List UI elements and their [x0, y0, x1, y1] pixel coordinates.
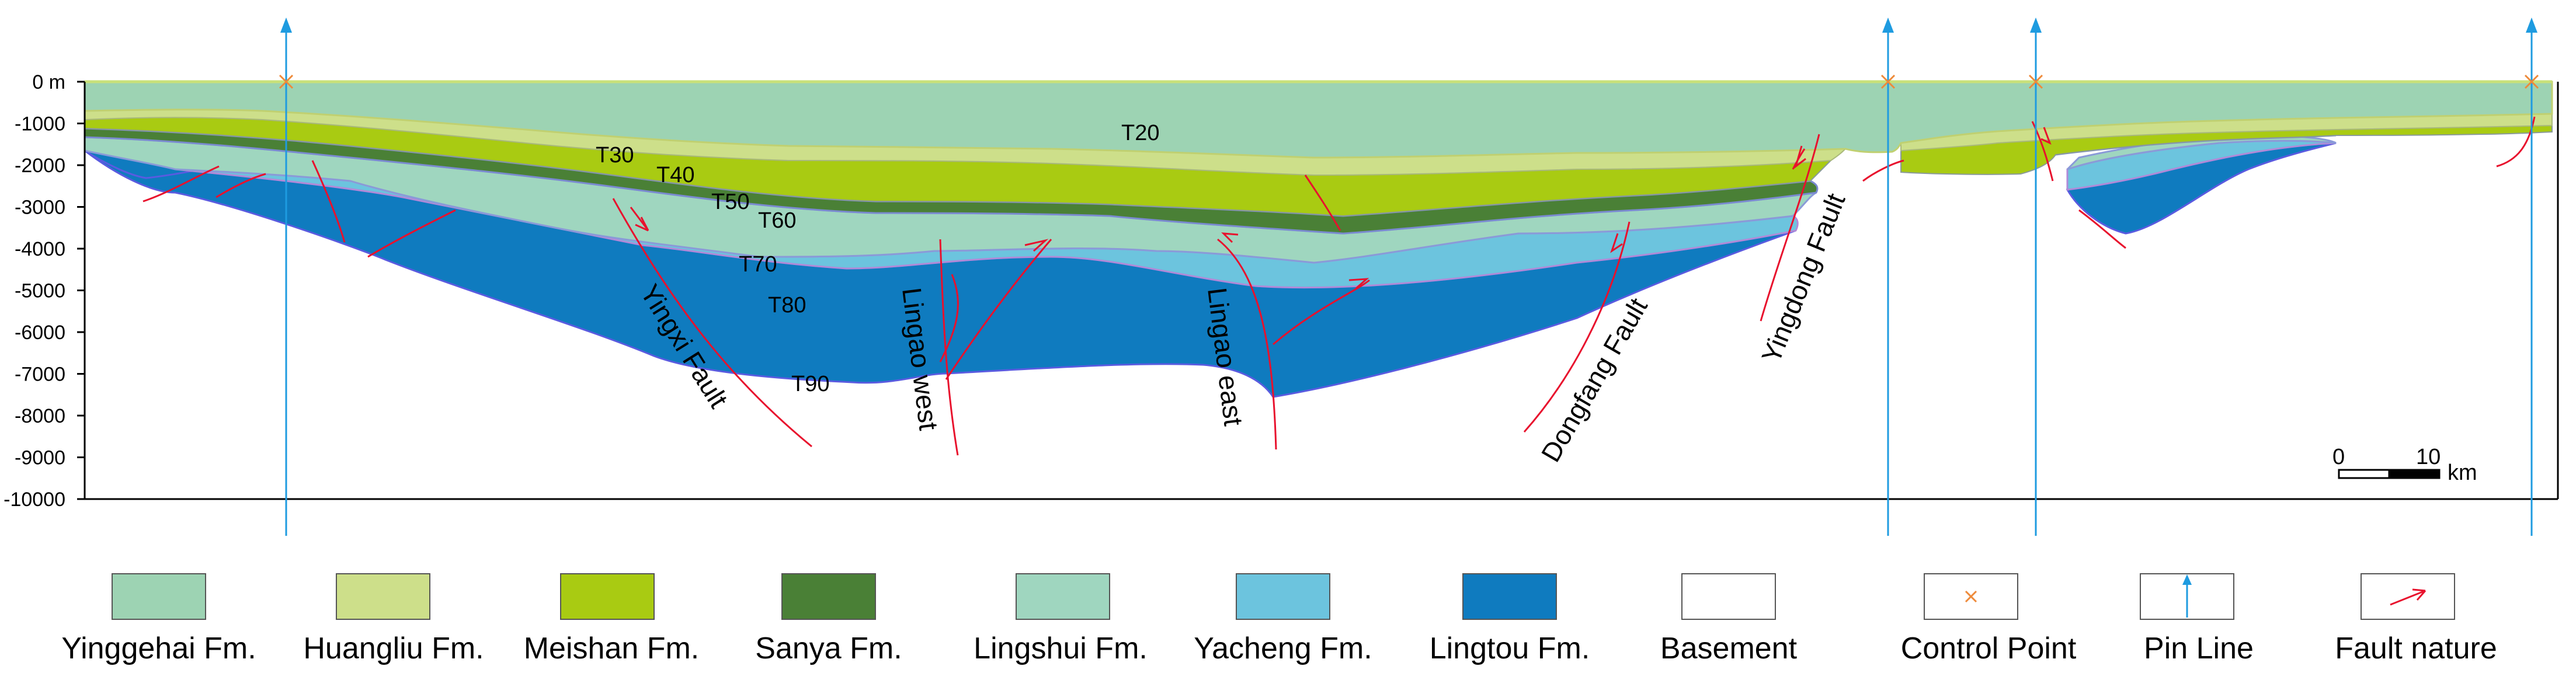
depth-label: -6000	[15, 322, 65, 344]
fault-arrows	[630, 127, 2052, 290]
legend-swatch	[2361, 573, 2455, 620]
horizon-labels: T20 T30 T40 T50 T60 T70 T80 T90	[596, 121, 1159, 396]
scale-bar: 0 10 km	[2332, 445, 2477, 485]
depth-label: -8000	[15, 405, 65, 427]
legend-label: Yacheng Fm.	[1194, 632, 1372, 665]
horizon-label-t60: T60	[758, 208, 796, 233]
pin-line	[279, 18, 294, 536]
lingao-east-splay	[1273, 279, 1370, 346]
yingxi-fault-line	[612, 198, 812, 448]
legend-label: Huangliu Fm.	[303, 632, 484, 665]
yinggehai-layer	[84, 81, 2553, 159]
legend-swatch	[560, 573, 655, 620]
depth-label: -10000	[4, 489, 65, 511]
legend-item: Sanya Fm.	[755, 573, 902, 665]
legend-label: Yinggehai Fm.	[61, 632, 256, 665]
small-fault-3	[311, 160, 346, 243]
legend-swatch	[1236, 573, 1330, 620]
legend-swatch	[112, 573, 206, 620]
depth-label: -1000	[15, 113, 65, 135]
control-point-marker	[1880, 74, 1896, 89]
depth-label: -3000	[15, 197, 65, 219]
depth-label: -4000	[15, 238, 65, 260]
axis-frame	[77, 81, 2559, 500]
legend-label: Fault nature	[2335, 632, 2497, 665]
scale-bar-unit: km	[2448, 461, 2477, 485]
legend-item: Control Point	[1901, 573, 2077, 665]
horizon-label-t30: T30	[596, 143, 634, 168]
horizon-label-t80: T80	[768, 293, 806, 318]
small-fault-7	[2078, 209, 2126, 249]
horizon-label-t90: T90	[791, 372, 829, 396]
legend-label: Pin Line	[2144, 632, 2254, 665]
legend-label: Basement	[1660, 632, 1798, 665]
small-fault-5	[1304, 175, 1341, 231]
horizon-label-t20: T20	[1121, 121, 1159, 145]
lingao-west-splay	[945, 239, 1052, 380]
small-fault-9	[1862, 159, 1904, 182]
horizon-label-t40: T40	[656, 163, 694, 187]
depth-axis-labels: 0 m -1000 -2000 -3000 -4000 -5000 -6000 -7000 -8…	[4, 71, 65, 511]
lingao-east-fault-line	[1217, 238, 1277, 450]
control-point-marker	[2028, 74, 2043, 89]
small-fault-1	[142, 165, 220, 203]
legend: Yinggehai Fm. Huangliu Fm. Meishan Fm. Sany…	[61, 573, 2497, 665]
legend-swatch	[1462, 573, 1557, 620]
legend-label: Lingtou Fm.	[1430, 632, 1590, 665]
legend-item: Pin Line	[2140, 573, 2254, 665]
depth-label: -9000	[15, 447, 65, 469]
pin-line	[2028, 18, 2043, 536]
legend-label: Meishan Fm.	[524, 632, 700, 665]
legend-item: Huangliu Fm.	[303, 573, 484, 665]
legend-swatch	[1924, 573, 2018, 620]
depth-label: -7000	[15, 364, 65, 386]
legend-label: Lingshui Fm.	[974, 632, 1148, 665]
stratigraphic-layers	[84, 80, 2553, 398]
lingao-west-upper	[939, 274, 959, 362]
depth-label: 0 m	[32, 71, 65, 93]
horizon-label-t70: T70	[739, 252, 777, 277]
control-point-marker	[279, 74, 294, 89]
scale-bar-zero: 0	[2332, 445, 2345, 469]
legend-item: Fault nature	[2335, 573, 2497, 665]
legend-swatch	[781, 573, 876, 620]
legend-item: Basement	[1660, 573, 1798, 665]
small-fault-2	[215, 173, 266, 198]
dongfang-fault-line	[1523, 221, 1631, 433]
control-point-marker	[2524, 74, 2539, 89]
legend-swatch	[1016, 573, 1110, 620]
pin-line	[2524, 18, 2539, 536]
pin-line	[1880, 18, 1896, 536]
horizon-label-t50: T50	[711, 190, 749, 214]
pin-lines	[279, 18, 2539, 536]
depth-label: -5000	[15, 280, 65, 302]
small-fault-4	[367, 209, 456, 258]
legend-swatch	[336, 573, 430, 620]
legend-item: Lingtou Fm.	[1430, 573, 1590, 665]
legend-label: Sanya Fm.	[755, 632, 902, 665]
legend-item: Lingshui Fm.	[974, 573, 1148, 665]
scale-bar-ten: 10	[2416, 445, 2441, 469]
legend-label: Control Point	[1901, 632, 2077, 665]
legend-item: Yinggehai Fm.	[61, 573, 256, 665]
legend-item: Meishan Fm.	[524, 573, 700, 665]
depth-label: -2000	[15, 155, 65, 177]
legend-swatch	[1681, 573, 1776, 620]
legend-item: Yacheng Fm.	[1194, 573, 1372, 665]
yingdong-fault-line	[1760, 134, 1820, 322]
